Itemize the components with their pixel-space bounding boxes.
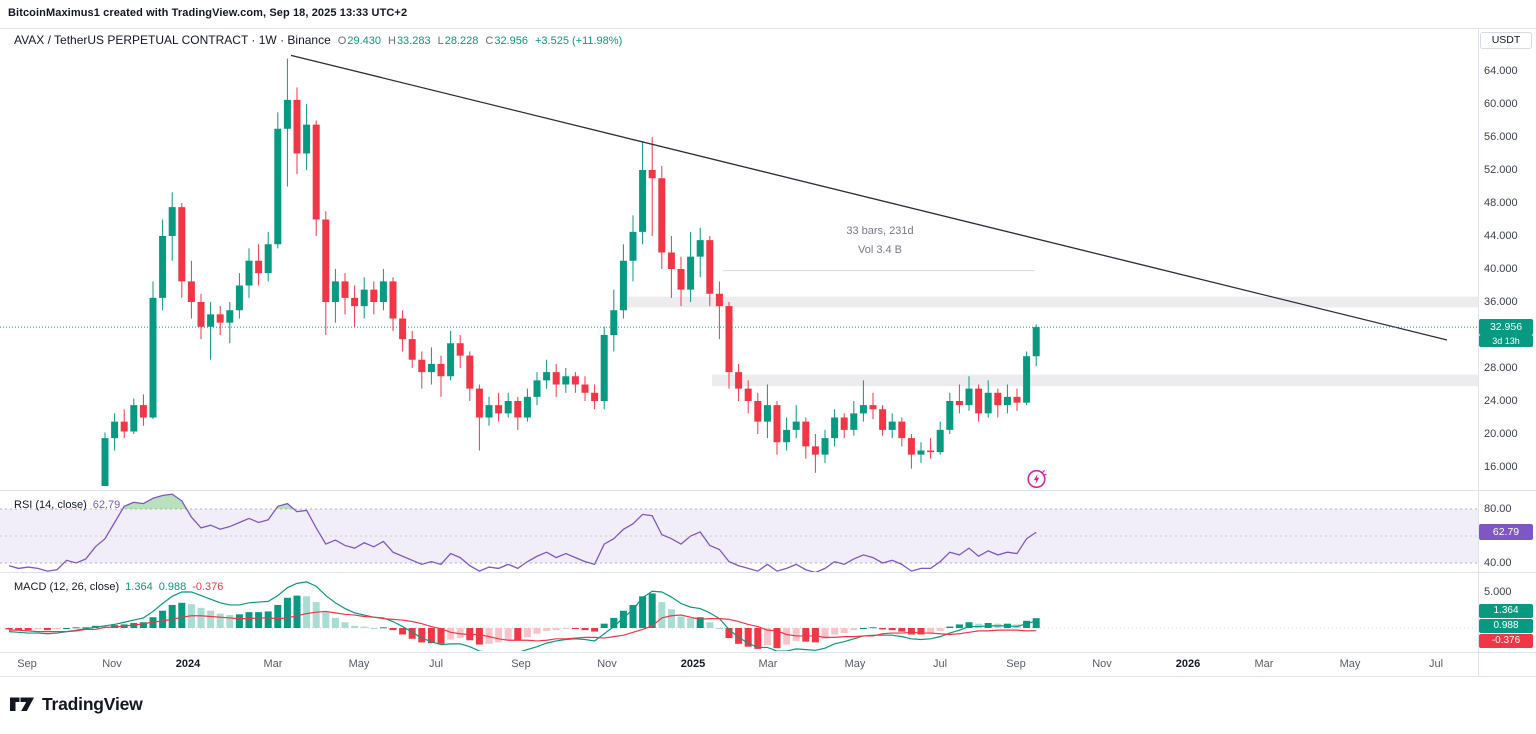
ohlc-high: H 33.283 (387, 35, 431, 47)
price-tick: 52.000 (1484, 164, 1518, 176)
time-tick: Nov (597, 658, 617, 670)
rsi-pane (0, 493, 1478, 572)
rsi-overbought-fill (122, 494, 187, 509)
macd-line-value: 0.988 (158, 581, 187, 593)
time-tick-year: 2024 (175, 658, 201, 670)
time-tick: May (844, 658, 866, 670)
rsi-legend[interactable]: RSI (14, close) 62.79 (14, 499, 120, 511)
footer-divider (0, 676, 1536, 677)
ohlc-close: C 32.956 (485, 35, 528, 47)
time-tick: Mar (1254, 658, 1274, 670)
pane-divider-rsi[interactable] (0, 490, 1536, 491)
macd-signal-badge: -0.376 (1479, 634, 1533, 648)
macd-pane (0, 581, 1478, 651)
price-tick: 24.000 (1484, 395, 1518, 407)
chart-canvas[interactable] (0, 28, 1478, 652)
divider-top (0, 28, 1536, 29)
time-tick: May (348, 658, 370, 670)
rsi-overbought-fill (275, 503, 294, 509)
time-tick: Jul (428, 658, 444, 670)
rsi-tick: 40.00 (1484, 557, 1512, 569)
macd-signal-line (9, 610, 1037, 642)
time-tick: Jul (1428, 658, 1444, 670)
price-pane (0, 54, 1478, 486)
rsi-label: RSI (14, close) (14, 499, 87, 511)
supply-demand-zone (628, 296, 1478, 308)
flash-event-icon[interactable] (1026, 468, 1048, 490)
macd-label: MACD (12, 26, close) (14, 581, 120, 593)
price-tick: 44.000 (1484, 230, 1518, 242)
attribution-text: BitcoinMaximus1 created with TradingView… (8, 7, 408, 19)
time-tick: Mar (758, 658, 778, 670)
price-tick: 20.000 (1484, 428, 1518, 440)
price-tick: 28.000 (1484, 362, 1518, 374)
price-tick: 36.000 (1484, 296, 1518, 308)
time-tick: Sep (1006, 658, 1026, 670)
axis-divider (1478, 28, 1479, 676)
time-tick: Nov (102, 658, 122, 670)
price-tick: 64.000 (1484, 65, 1518, 77)
time-tick: May (1339, 658, 1361, 670)
measure-volume-text: Vol 3.4 B (857, 244, 903, 256)
time-tick-year: 2026 (1175, 658, 1201, 670)
supply-demand-zone (712, 374, 1478, 387)
rsi-value-badge: 62.79 (1479, 524, 1533, 540)
macd-signal-value: -0.376 (192, 581, 224, 593)
time-tick: Jul (932, 658, 948, 670)
time-tick-year: 2025 (680, 658, 706, 670)
price-tick: 48.000 (1484, 197, 1518, 209)
time-tick: Sep (511, 658, 531, 670)
symbol-title: AVAX / TetherUS PERPETUAL CONTRACT · 1W … (14, 33, 331, 47)
ohlc-low: L 28.228 (437, 35, 479, 47)
time-axis[interactable]: Sep Nov 2024 Mar May Jul Sep Nov 2025 Mar May Jul Se… (0, 652, 1478, 676)
price-tick: 16.000 (1484, 461, 1518, 473)
macd-hist-badge: 1.364 (1479, 604, 1533, 618)
time-tick: Nov (1092, 658, 1112, 670)
measure-bars-text: 33 bars, 231d (846, 225, 914, 237)
price-tick: 60.000 (1484, 98, 1518, 110)
symbol-legend[interactable]: AVAX / TetherUS PERPETUAL CONTRACT · 1W … (14, 33, 622, 47)
time-axis-divider (0, 652, 1536, 653)
macd-line-badge: 0.988 (1479, 619, 1533, 633)
tradingview-wordmark: TradingView (42, 694, 143, 714)
currency-toggle[interactable]: USDT (1480, 32, 1532, 49)
countdown-badge: 3d 13h (1479, 335, 1533, 347)
price-axis[interactable]: USDT 32.956 3d 13h 62.79 1.364 0.988 -0.… (1478, 28, 1536, 676)
change-value: +3.525 (+11.98%) (534, 35, 623, 47)
descending-trendline (290, 54, 1448, 341)
price-tick: 40.000 (1484, 263, 1518, 275)
pane-divider-macd[interactable] (0, 572, 1536, 573)
time-tick: Mar (263, 658, 283, 670)
rsi-value: 62.79 (92, 499, 121, 511)
ohlc-open: O 29.430 (337, 35, 381, 47)
tradingview-logo-glyph (10, 697, 34, 711)
macd-hist-value: 1.364 (125, 581, 153, 593)
tradingview-logo[interactable]: TradingView (10, 694, 143, 715)
macd-tick: 5.000 (1484, 586, 1512, 598)
price-tick: 56.000 (1484, 131, 1518, 143)
macd-legend[interactable]: MACD (12, 26, close) 1.364 0.988 -0.376 (14, 581, 223, 593)
measure-annotation: 33 bars, 231d Vol 3.4 B (800, 222, 960, 260)
current-price-badge: 32.956 (1479, 319, 1533, 335)
time-tick: Sep (17, 658, 37, 670)
rsi-tick: 80.00 (1484, 503, 1512, 515)
rsi-line (8, 493, 1037, 572)
